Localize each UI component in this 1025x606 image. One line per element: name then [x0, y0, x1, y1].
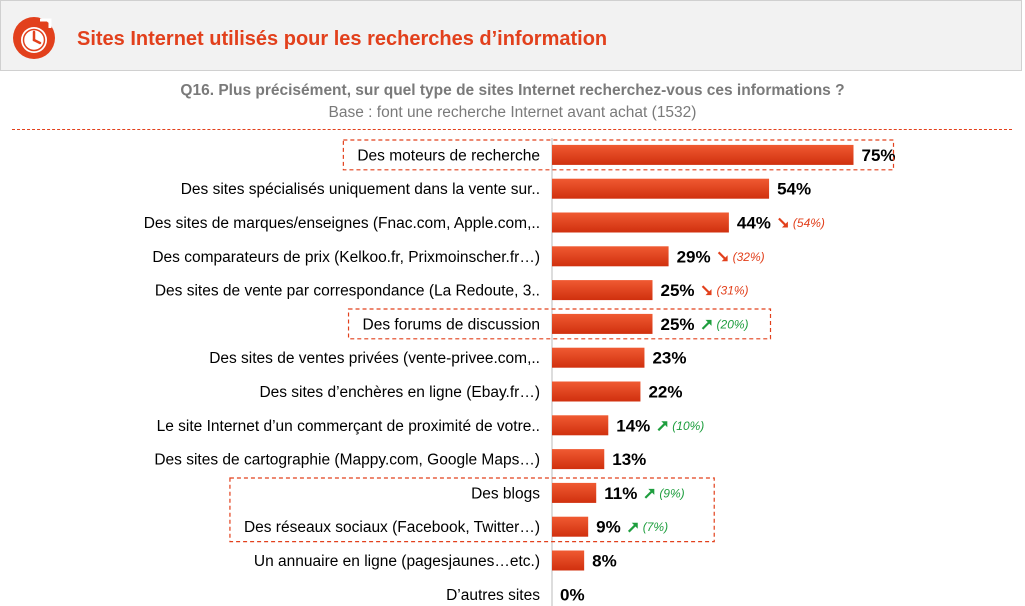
category-label: Des sites d’enchères en ligne (Ebay.fr…) — [259, 384, 540, 401]
category-label: Des sites de marques/enseignes (Fnac.com… — [144, 215, 540, 232]
category-label: D’autres sites — [446, 587, 540, 604]
bar — [552, 246, 669, 267]
stopwatch-icon — [13, 17, 55, 59]
bar — [552, 415, 609, 436]
trend-up-icon — [657, 421, 668, 432]
bar — [552, 144, 854, 165]
category-label: Des réseaux sociaux (Facebook, Twitter…) — [244, 519, 540, 536]
category-label: Des comparateurs de prix (Kelkoo.fr, Pri… — [152, 249, 540, 266]
highlight-box — [342, 139, 895, 171]
trend-up-icon — [644, 488, 655, 499]
page-title: Sites Internet utilisés pour les recherc… — [77, 28, 608, 50]
category-label: Des sites de vente par correspondance (L… — [155, 283, 540, 300]
comparison-label: (20%) — [717, 317, 749, 331]
value-label: 14% — [616, 416, 650, 435]
category-label: Des sites de cartographie (Mappy.com, Go… — [154, 452, 540, 469]
category-label: Des forums de discussion — [363, 316, 540, 333]
category-label: Des sites de ventes privées (vente-prive… — [209, 350, 540, 367]
value-label: 0% — [560, 585, 585, 604]
trend-down-icon — [717, 251, 728, 262]
comparison-label: (7%) — [643, 520, 668, 534]
bar — [552, 313, 653, 334]
bar — [552, 280, 653, 301]
category-label: Des blogs — [471, 485, 540, 502]
value-label: 23% — [652, 349, 686, 368]
value-label: 44% — [737, 214, 771, 233]
value-label: 9% — [596, 518, 621, 537]
question-base: Base : font une recherche Internet avant… — [328, 104, 697, 121]
category-label: Des moteurs de recherche — [357, 147, 540, 164]
comparison-label: (9%) — [659, 486, 684, 500]
bar — [552, 482, 597, 503]
value-label: 13% — [612, 450, 646, 469]
comparison-label: (31%) — [717, 284, 749, 298]
bar — [552, 381, 641, 402]
value-label: 22% — [648, 383, 682, 402]
value-label: 54% — [777, 180, 811, 199]
question-text: Q16. Plus précisément, sur quel type de … — [180, 82, 845, 99]
highlight-box — [347, 308, 772, 340]
category-label: Un annuaire en ligne (pagesjaunes…etc.) — [254, 553, 540, 570]
bar — [552, 550, 585, 571]
comparison-label: (32%) — [733, 250, 765, 264]
header-bar: Sites Internet utilisés pour les recherc… — [0, 0, 1022, 71]
comparison-label: (10%) — [672, 419, 704, 433]
trend-down-icon — [778, 217, 788, 228]
bar — [552, 178, 770, 199]
bar — [552, 449, 605, 470]
category-label: Des sites spécialisés uniquement dans la… — [181, 181, 540, 198]
comparison-label: (54%) — [793, 216, 825, 230]
value-label: 25% — [661, 281, 695, 300]
value-label: 8% — [592, 552, 617, 571]
value-label: 11% — [604, 484, 637, 503]
trend-up-icon — [627, 522, 638, 533]
bar — [552, 212, 729, 233]
value-label: 75% — [862, 146, 896, 165]
trend-down-icon — [701, 285, 712, 296]
category-label: Le site Internet d’un commerçant de prox… — [157, 418, 540, 435]
bar — [552, 347, 645, 368]
dashed-separator — [12, 129, 1012, 130]
bar — [552, 516, 589, 537]
value-label: 25% — [661, 315, 695, 334]
value-label: 29% — [677, 247, 711, 266]
trend-up-icon — [701, 319, 712, 330]
